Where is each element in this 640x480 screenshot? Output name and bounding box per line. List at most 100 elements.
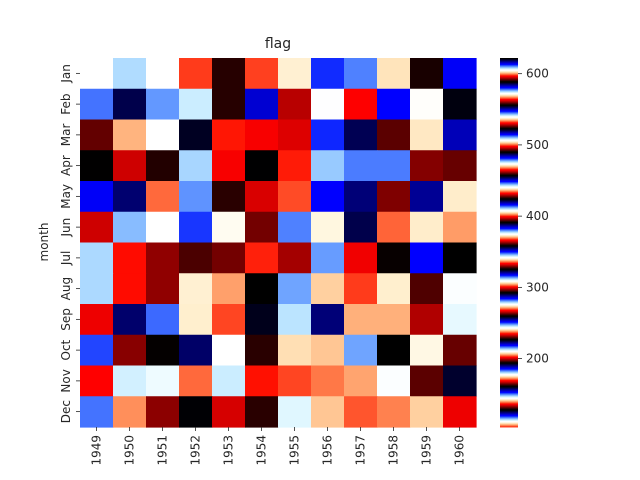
- colorbar-band: [500, 356, 518, 358]
- colorbar-band: [500, 200, 518, 202]
- colorbar-band: [500, 324, 518, 326]
- colorbar-band: [500, 214, 518, 216]
- heatmap-cell: [179, 181, 213, 213]
- heatmap-cell: [146, 273, 180, 305]
- heatmap-cell: [443, 396, 477, 428]
- heatmap-cell: [377, 58, 411, 90]
- colorbar-band: [500, 300, 518, 302]
- colorbar-band: [500, 72, 518, 74]
- colorbar-band: [500, 103, 518, 105]
- colorbar-band: [500, 130, 518, 132]
- heatmap-cell: [344, 365, 378, 397]
- colorbar-band: [500, 197, 518, 199]
- colorbar-band: [500, 319, 518, 321]
- y-axis-label: month: [37, 223, 51, 262]
- colorbar-band: [500, 339, 518, 341]
- colorbar-band: [500, 285, 518, 287]
- colorbar-band: [500, 411, 518, 413]
- colorbar-band: [500, 426, 518, 428]
- colorbar-band: [500, 371, 518, 373]
- colorbar-band: [500, 227, 518, 229]
- colorbar-band: [500, 187, 518, 189]
- colorbar-band: [500, 126, 518, 128]
- colorbar-band: [500, 59, 518, 61]
- colorbar-band: [500, 248, 518, 250]
- heatmap-cell: [377, 365, 411, 397]
- colorbar-band: [500, 129, 518, 131]
- colorbar-band: [500, 186, 518, 188]
- x-tick-label: 1949: [90, 435, 104, 466]
- colorbar-band: [500, 297, 518, 299]
- colorbar-band: [500, 358, 518, 360]
- colorbar-band: [500, 256, 518, 258]
- heatmap-cell: [311, 334, 345, 367]
- colorbar-band: [500, 309, 518, 311]
- colorbar-band: [500, 154, 518, 156]
- colorbar-band: [500, 201, 518, 203]
- colorbar-band: [500, 399, 518, 401]
- heatmap-cell: [179, 304, 213, 336]
- heatmap-cell: [410, 334, 444, 367]
- heatmap-cell: [113, 396, 147, 428]
- colorbar-band: [500, 191, 518, 193]
- colorbar-band: [500, 205, 518, 207]
- colorbar-band: [500, 155, 518, 157]
- heatmap-cell: [311, 304, 345, 336]
- colorbar-band: [500, 87, 518, 89]
- heatmap-cell: [311, 211, 345, 244]
- colorbar-band: [500, 267, 518, 269]
- colorbar-band: [500, 337, 518, 339]
- colorbar-band: [500, 241, 518, 243]
- colorbar-band: [500, 98, 518, 100]
- heatmap-cell: [410, 211, 444, 244]
- colorbar-band: [500, 388, 518, 390]
- colorbar-band: [500, 294, 518, 296]
- colorbar-band: [500, 224, 518, 226]
- colorbar-band: [500, 347, 518, 349]
- colorbar-band: [500, 162, 518, 164]
- y-tick-label: Apr: [59, 155, 73, 176]
- colorbar-band: [500, 364, 518, 366]
- colorbar-band: [500, 289, 518, 291]
- colorbar-band: [500, 230, 518, 232]
- colorbar-band: [500, 261, 518, 263]
- colorbar-band: [500, 71, 518, 73]
- heatmap-cell: [146, 88, 180, 121]
- colorbar-band: [500, 65, 518, 67]
- colorbar-band: [500, 327, 518, 329]
- heatmap-cell: [245, 88, 279, 121]
- colorbar-band: [500, 274, 518, 276]
- colorbar-band: [500, 279, 518, 281]
- colorbar-band: [500, 109, 518, 111]
- colorbar-band: [500, 286, 518, 288]
- colorbar-band: [500, 120, 518, 122]
- colorbar-band: [500, 381, 518, 383]
- colorbar-band: [500, 228, 518, 230]
- colorbar-band: [500, 221, 518, 223]
- colorbar-tick-label: 400: [526, 209, 549, 223]
- colorbar-band: [500, 318, 518, 320]
- colorbar-band: [500, 386, 518, 388]
- heatmap-cell: [146, 150, 180, 182]
- x-tick-label: 1950: [123, 435, 137, 466]
- heatmap-cell: [311, 181, 345, 213]
- heatmap-cell: [278, 150, 312, 182]
- x-tick-label: 1957: [354, 435, 368, 466]
- colorbar-band: [500, 304, 518, 306]
- heatmap-cell: [377, 211, 411, 244]
- colorbar-band: [500, 88, 518, 90]
- heatmap-cell: [344, 88, 378, 121]
- colorbar-band: [500, 348, 518, 350]
- colorbar-band: [500, 375, 518, 377]
- colorbar-band: [500, 67, 518, 69]
- colorbar-band: [500, 280, 518, 282]
- colorbar-band: [500, 176, 518, 178]
- colorbar-band: [500, 405, 518, 407]
- heatmap-cell: [377, 150, 411, 182]
- colorbar-band: [500, 238, 518, 240]
- colorbar-band: [500, 293, 518, 295]
- colorbar-band: [500, 382, 518, 384]
- colorbar-band: [500, 70, 518, 72]
- colorbar-band: [500, 338, 518, 340]
- colorbar-band: [500, 282, 518, 284]
